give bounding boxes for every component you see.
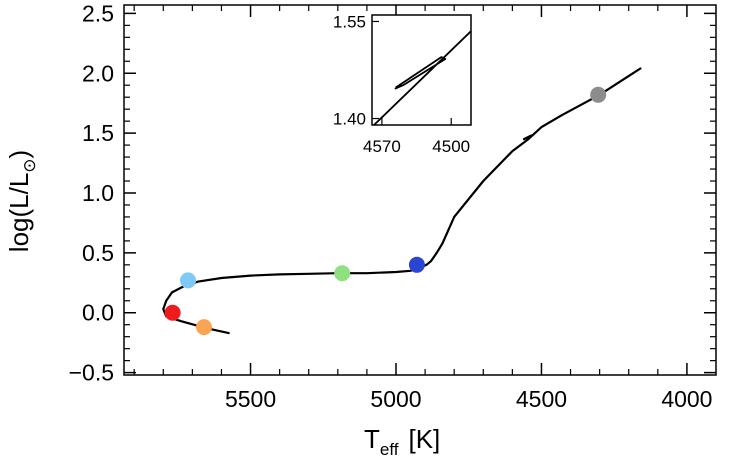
y-tick-label: −0.5 — [69, 360, 114, 386]
main-plot-markers — [164, 86, 607, 336]
data-marker-2 — [180, 272, 196, 289]
x-axis-label-symbol: T — [364, 424, 380, 454]
x-axis-label-unit: [K] — [408, 424, 440, 454]
series-line-0 — [162, 67, 642, 335]
x-tick-label: 4000 — [661, 386, 712, 412]
data-marker-0 — [164, 304, 181, 321]
inset-x-tick-label: 4570 — [363, 137, 401, 156]
series-line-1 — [522, 134, 533, 141]
data-marker-4 — [408, 256, 425, 273]
data-marker-1 — [196, 319, 212, 336]
y-axis-label: log(L/L⊙) — [4, 150, 39, 252]
inset-y-tick-label: 1.40 — [333, 110, 366, 129]
data-marker-3 — [334, 265, 351, 282]
y-tick-label: 1.5 — [82, 120, 114, 146]
x-tick-label: 4500 — [516, 386, 567, 412]
x-axis-label-subscript: eff — [380, 440, 399, 459]
inset-plot: 4570 4500 1.40 1.55 — [333, 12, 472, 156]
main-plot-axes: 5500 5000 4500 4000 −0.5 0.0 0.5 1.0 1.5 2.0 2.5 — [69, 0, 717, 412]
data-marker-5 — [590, 86, 607, 103]
y-axis-label-subscript: ⊙ — [20, 158, 39, 172]
inset-y-tick-label: 1.55 — [333, 12, 366, 31]
inset-series-line-0 — [373, 30, 471, 125]
y-tick-label: 0.5 — [82, 240, 114, 266]
plot-frame — [123, 4, 717, 376]
y-tick-label: 0.0 — [82, 300, 114, 326]
y-tick-label: 2.5 — [82, 0, 114, 26]
main-plot-series — [162, 67, 642, 335]
y-axis-label-close: ) — [4, 150, 34, 159]
inset-x-tick-label: 4500 — [432, 137, 470, 156]
y-tick-label: 1.0 — [82, 180, 114, 206]
x-tick-label: 5500 — [225, 386, 276, 412]
inset-series-line-1 — [394, 56, 447, 90]
y-axis-label-main: log(L/L — [4, 173, 34, 253]
x-tick-label: 5000 — [370, 386, 421, 412]
x-axis-label: Teff [K] — [364, 424, 440, 459]
y-tick-label: 2.0 — [82, 60, 114, 86]
